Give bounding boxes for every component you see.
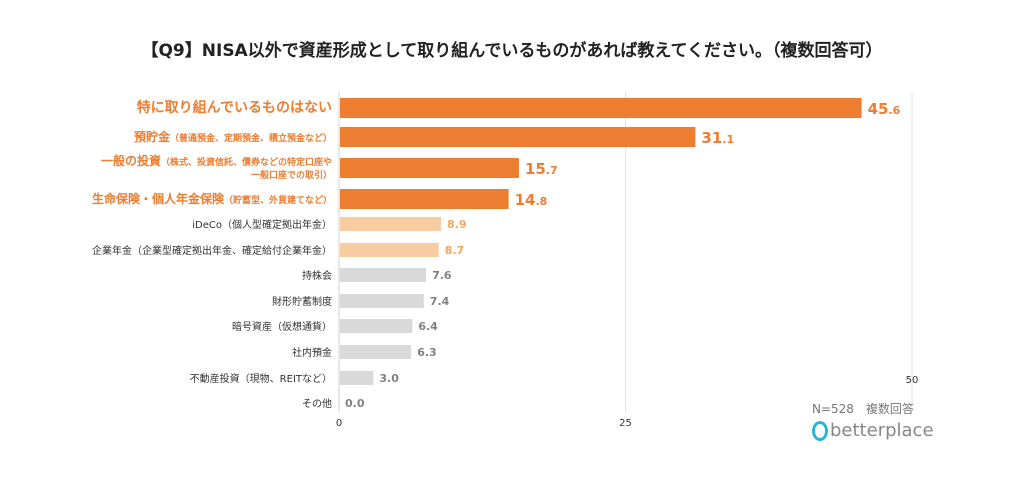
bar xyxy=(340,189,509,209)
x-tick-label: 25 xyxy=(619,418,632,429)
bar xyxy=(340,243,439,257)
value-label: 15.7 xyxy=(525,160,558,178)
bar xyxy=(340,217,441,231)
x-tick-label: 50 xyxy=(906,375,919,386)
category-label: 不動産投資（現物、REITなど） xyxy=(190,372,332,385)
bar xyxy=(340,98,862,118)
betterplace-logo: betterplace xyxy=(812,420,934,441)
logo-mark-icon xyxy=(812,420,828,441)
bar xyxy=(340,268,427,282)
value-label: 14.8 xyxy=(515,191,548,209)
category-label: 企業年金（企業型確定拠出年金、確定給付企業年金） xyxy=(92,244,332,257)
bar xyxy=(340,294,424,308)
category-label: 社内預金 xyxy=(292,346,332,359)
category-label: その他 xyxy=(302,397,332,410)
sample-note: N=528 複数回答 xyxy=(812,402,914,416)
bar xyxy=(340,158,519,178)
value-label: 31.1 xyxy=(701,129,734,147)
value-label: 0.0 xyxy=(345,397,365,410)
bar xyxy=(340,319,413,333)
x-tick-label: 0 xyxy=(336,418,342,429)
bar xyxy=(340,345,412,359)
value-label: 7.6 xyxy=(432,269,452,282)
value-label: 3.0 xyxy=(379,372,399,385)
value-label: 8.9 xyxy=(447,218,467,231)
value-label: 45.6 xyxy=(868,100,901,118)
value-label: 8.7 xyxy=(445,244,465,257)
category-label: 暗号資産（仮想通貨） xyxy=(232,320,332,333)
bar xyxy=(340,127,696,147)
category-label: 持株会 xyxy=(302,269,332,282)
chart-title: 【Q9】NISA以外で資産形成として取り組んでいるものがあれば教えてください。（… xyxy=(141,41,883,61)
value-label: 6.3 xyxy=(417,346,437,359)
category-label: 預貯金（普通預金、定期預金、積立預金など） xyxy=(134,129,332,144)
category-label: 財形貯蓄制度 xyxy=(272,295,332,308)
category-label: 特に取り組んでいるものはない xyxy=(137,99,332,116)
value-label: 7.4 xyxy=(430,295,450,308)
category-label: iDeCo（個人型確定拠出年金） xyxy=(192,218,332,231)
value-label: 6.4 xyxy=(418,320,438,333)
category-label: 一般の投資（株式、投資信託、債券などの特定口座や xyxy=(101,153,332,168)
bar xyxy=(340,371,374,385)
category-label: 生命保険・個人年金保険（貯蓄型、外貨建てなど） xyxy=(92,191,332,206)
category-label-line2: 一般口座での取引） xyxy=(251,169,332,181)
